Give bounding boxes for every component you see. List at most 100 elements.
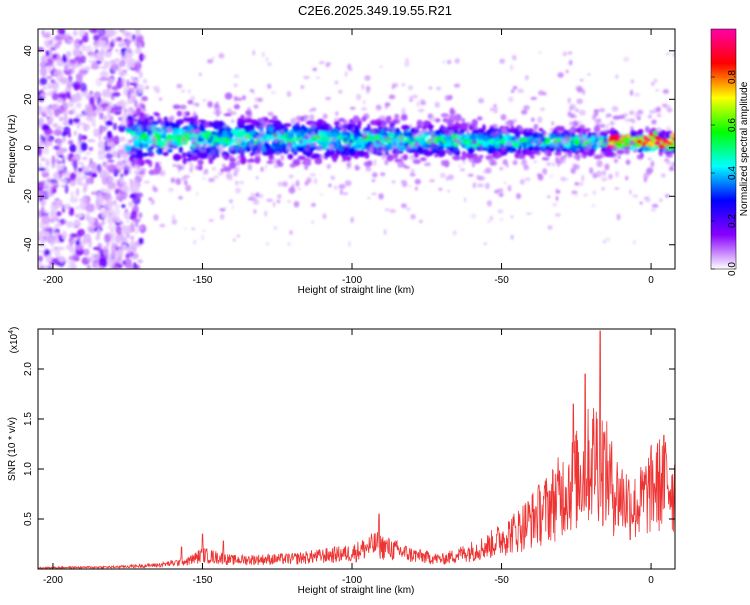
heatmap-cell <box>199 131 207 138</box>
heatmap-cell <box>416 133 424 138</box>
heatmap-cell <box>430 141 435 149</box>
heatmap-cell <box>97 151 106 161</box>
heatmap-cell <box>557 146 564 151</box>
y-tick-label: -20 <box>23 189 34 204</box>
heatmap-cell <box>183 174 191 179</box>
heatmap-cell <box>85 212 90 218</box>
heatmap-cell <box>389 208 397 214</box>
heatmap-cell <box>56 92 66 99</box>
heatmap-cell <box>428 86 433 90</box>
heatmap-cell <box>669 167 675 171</box>
heatmap-cell <box>658 144 665 149</box>
heatmap-cell <box>562 178 569 181</box>
heatmap-cell <box>581 174 585 182</box>
heatmap-cell <box>250 119 258 125</box>
heatmap-cell <box>172 163 176 167</box>
heatmap-cell <box>555 213 561 217</box>
heatmap-cell <box>614 159 618 164</box>
heatmap-cell <box>417 108 425 113</box>
heatmap-cell <box>614 187 620 190</box>
heatmap-cell <box>594 123 602 128</box>
heatmap-cell <box>106 49 112 53</box>
heatmap-cell <box>367 123 371 131</box>
heatmap-cell <box>467 146 475 154</box>
heatmap-cell <box>500 139 505 144</box>
heatmap-cell <box>243 135 248 142</box>
heatmap-cell <box>647 114 652 119</box>
heatmap-cell <box>514 135 519 141</box>
heatmap-cell <box>115 80 124 89</box>
heatmap-cell <box>178 195 183 200</box>
heatmap-cell <box>565 69 569 74</box>
heatmap-cell <box>384 208 390 211</box>
heatmap-cell <box>489 215 494 221</box>
heatmap-cell <box>372 172 378 178</box>
heatmap-cell <box>654 135 660 141</box>
heatmap-cell <box>484 182 490 190</box>
heatmap-cell <box>427 150 433 156</box>
heatmap-cell <box>383 135 387 139</box>
heatmap-cell <box>38 181 45 192</box>
heatmap-cell <box>526 145 535 151</box>
heatmap-cell <box>384 102 391 107</box>
heatmap-cell <box>118 78 125 83</box>
heatmap-cell <box>76 213 84 218</box>
heatmap-cell <box>234 187 242 194</box>
heatmap-cell <box>406 207 411 211</box>
heatmap-cell <box>69 144 77 153</box>
heatmap-cell <box>130 92 138 99</box>
heatmap-cell <box>206 58 214 64</box>
heatmap-cell <box>113 37 119 43</box>
heatmap-cell <box>442 126 449 132</box>
heatmap-cell <box>241 95 247 101</box>
heatmap-cell <box>58 165 64 170</box>
heatmap-cell <box>666 107 673 113</box>
heatmap-cell <box>265 135 274 141</box>
heatmap-cell <box>69 240 73 247</box>
heatmap-cell <box>379 141 385 149</box>
heatmap-cell <box>662 89 670 94</box>
heatmap-cell <box>350 216 354 224</box>
heatmap-cell <box>541 157 550 161</box>
heatmap-cell <box>99 76 109 81</box>
heatmap-cell <box>304 135 308 141</box>
heatmap-cell <box>134 99 138 108</box>
heatmap-cell <box>45 140 50 148</box>
heatmap-cell <box>672 53 675 57</box>
heatmap-cell <box>422 148 428 156</box>
heatmap-cell <box>88 146 94 152</box>
heatmap-cell <box>203 121 210 129</box>
heatmap-cell <box>137 116 145 122</box>
heatmap-cell <box>50 209 57 217</box>
heatmap-cell <box>566 62 570 65</box>
heatmap-cell <box>235 180 238 186</box>
heatmap-cell <box>356 93 362 101</box>
heatmap-cell <box>629 189 632 195</box>
heatmap-cell <box>67 139 74 146</box>
heatmap-cell <box>87 216 95 225</box>
heatmap-cell <box>191 227 196 231</box>
heatmap-cell <box>442 60 446 64</box>
heatmap-cell <box>549 174 553 179</box>
heatmap-cell <box>327 144 335 151</box>
heatmap-cell <box>96 163 102 174</box>
heatmap-cell <box>233 74 240 79</box>
heatmap-cell <box>238 180 245 185</box>
heatmap-cell <box>271 157 278 165</box>
heatmap-cell <box>223 123 228 129</box>
heatmap-cell <box>42 86 47 91</box>
heatmap-cell <box>108 212 112 216</box>
heatmap-cell <box>533 123 539 129</box>
heatmap-cell <box>170 144 177 149</box>
heatmap-cell <box>199 149 207 153</box>
heatmap-cell <box>236 234 241 238</box>
heatmap-cell <box>472 123 477 130</box>
heatmap-cell <box>123 210 130 219</box>
heatmap-cell <box>477 133 484 140</box>
heatmap-cell <box>132 218 141 223</box>
heatmap-cell <box>119 177 124 185</box>
heatmap-cell <box>347 63 352 71</box>
heatmap-cell <box>330 154 337 159</box>
heatmap-cell <box>510 89 515 93</box>
heatmap-cell <box>255 176 259 180</box>
